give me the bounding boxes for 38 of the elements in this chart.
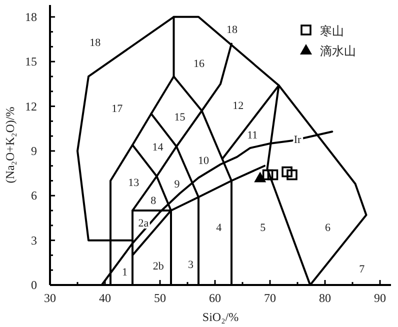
x-tick-label: 30 (44, 291, 56, 305)
annotation: 12 (232, 100, 244, 112)
annotation: 17 (112, 102, 124, 115)
annotation: 14 (152, 141, 164, 154)
y-tick-label: 6 (31, 188, 37, 203)
x-tick-label: 50 (154, 291, 166, 305)
annotation: 5 (260, 222, 266, 234)
annotation: 11 (247, 130, 258, 142)
x-tick-label: 40 (99, 291, 111, 305)
annotation: 15 (174, 112, 186, 124)
y-tick-label: 3 (31, 233, 37, 248)
annotation: 9 (174, 178, 180, 191)
annotation: 13 (128, 177, 140, 190)
annotation: 8 (150, 195, 157, 208)
x-tick-label: 90 (374, 291, 386, 305)
annotation: 18 (90, 37, 102, 50)
annotation: 4 (216, 222, 222, 234)
annotation: 10 (198, 154, 210, 167)
y-tick-label: 9 (31, 144, 37, 158)
x-tick-label: 60 (209, 291, 221, 305)
y-tick-label: 18 (25, 10, 37, 24)
annotation: 16 (194, 58, 206, 70)
x-tick-label: 80 (319, 291, 331, 305)
y-tick-label: 15 (25, 54, 37, 69)
annotation: 2a (138, 217, 149, 230)
x-axis-title: SiO₂/% (202, 310, 239, 324)
y-tick-label: 12 (25, 99, 37, 114)
annotation: 3 (188, 259, 194, 272)
annotation: 7 (359, 264, 366, 276)
annotation: 6 (325, 222, 331, 234)
annotation: 18 (226, 24, 238, 36)
y-axis-title: (Na₂O+K₂O)/% (3, 106, 17, 184)
y-tick-label: 0 (31, 278, 37, 292)
legend-label: 寒山 (320, 24, 344, 38)
annotation: 2b (152, 260, 164, 273)
legend-label: 滴水山 (320, 44, 356, 58)
annotation: 1 (122, 266, 128, 279)
x-tick-label: 70 (264, 291, 276, 305)
